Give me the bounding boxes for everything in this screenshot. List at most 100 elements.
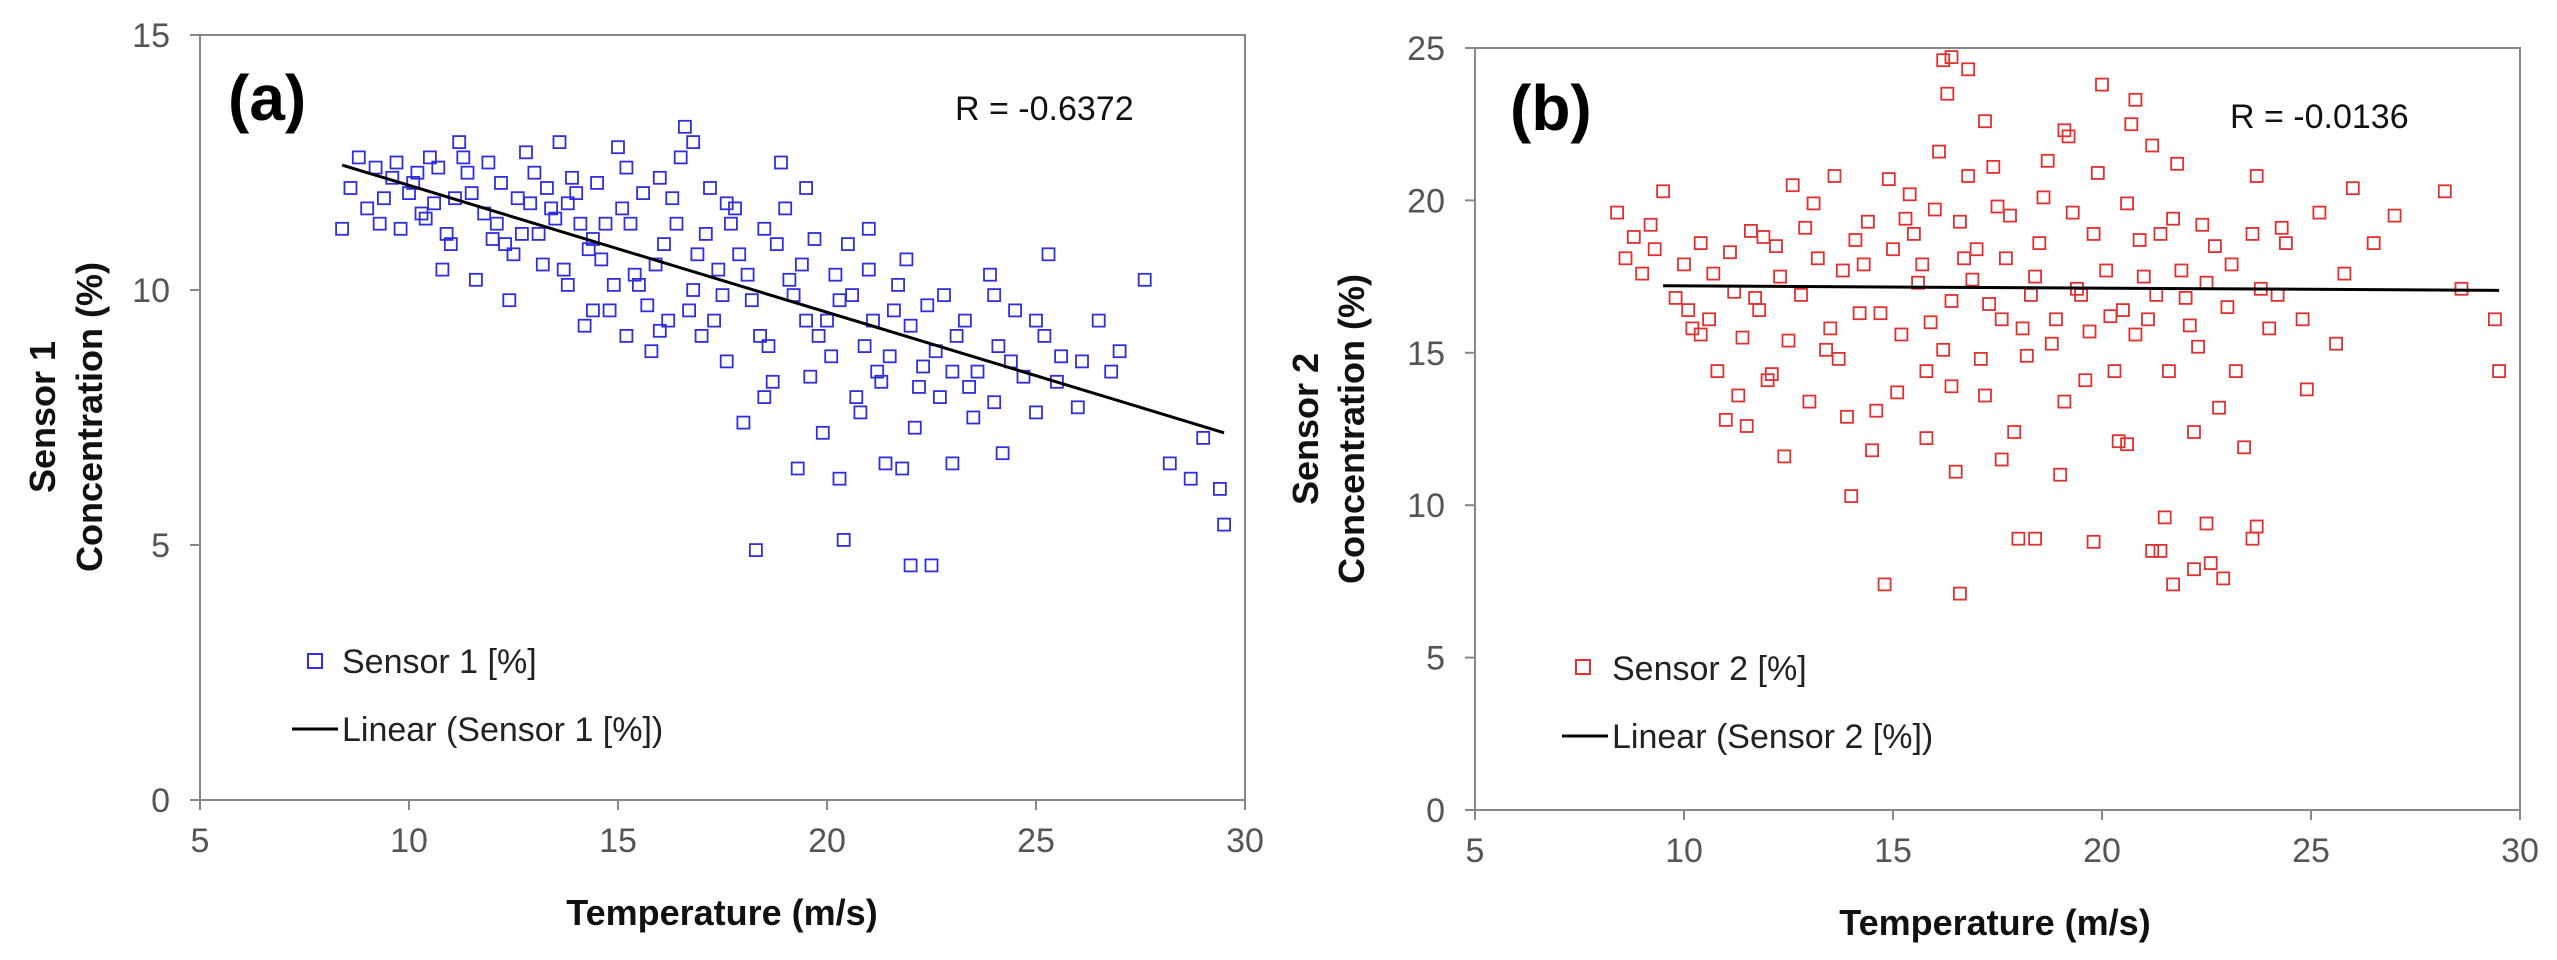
data-point xyxy=(1999,251,2013,266)
data-point xyxy=(481,155,496,170)
data-point xyxy=(2312,205,2327,220)
x-tick-label: 30 xyxy=(1226,822,1264,860)
data-point xyxy=(431,160,446,175)
data-point xyxy=(1781,333,1796,348)
data-point xyxy=(573,216,588,231)
data-point xyxy=(489,216,504,231)
data-point xyxy=(2299,382,2314,397)
data-point xyxy=(707,313,721,328)
data-point xyxy=(2019,348,2034,363)
data-point xyxy=(1739,419,1754,433)
data-point xyxy=(841,237,855,252)
y-axis-title-a-line1: Sensor 1 xyxy=(22,341,63,493)
data-point xyxy=(795,257,809,272)
data-point xyxy=(1643,217,1658,232)
data-point xyxy=(933,390,947,405)
x-tick-label: 10 xyxy=(1665,832,1703,870)
data-point xyxy=(456,150,471,165)
data-point xyxy=(2107,364,2122,379)
data-point xyxy=(1835,263,1850,278)
data-point xyxy=(1137,272,1152,287)
legend-trend-b: Linear (Sensor 2 [%]) xyxy=(1612,718,1933,756)
x-tick-label: 25 xyxy=(2292,832,2330,870)
data-point xyxy=(1823,321,1838,336)
data-point xyxy=(523,196,538,211)
data-point xyxy=(769,237,784,252)
x-axis-title-b: Temperature (m/s) xyxy=(1839,902,2150,943)
y-tick-label: 25 xyxy=(1407,30,1445,68)
data-point xyxy=(774,155,788,170)
data-point xyxy=(912,379,926,394)
r-value-b: R = -0.0136 xyxy=(2230,98,2409,136)
scatter-series-sensor1 xyxy=(335,119,1231,573)
data-point xyxy=(1894,327,1909,342)
x-tick-label: 10 xyxy=(390,822,428,860)
data-point xyxy=(351,150,366,165)
data-point xyxy=(565,170,579,185)
data-point xyxy=(753,328,767,343)
data-point xyxy=(515,226,529,241)
data-point xyxy=(891,277,905,292)
data-point xyxy=(2203,556,2218,570)
data-point xyxy=(2274,220,2289,235)
data-point xyxy=(887,303,901,318)
data-point xyxy=(657,237,671,252)
data-point xyxy=(665,191,680,206)
data-point xyxy=(1856,257,1871,272)
data-point xyxy=(1973,351,1988,366)
data-point xyxy=(1919,364,1934,379)
data-point xyxy=(2032,236,2047,251)
data-point xyxy=(828,267,843,282)
legend-series-b: Sensor 2 [%] xyxy=(1612,650,1807,688)
data-point xyxy=(2120,196,2135,211)
data-point xyxy=(1104,364,1119,379)
data-point xyxy=(1802,394,1817,409)
data-point xyxy=(2220,300,2235,315)
data-point xyxy=(2115,303,2130,318)
data-point xyxy=(389,155,404,170)
data-point xyxy=(598,216,613,231)
data-point xyxy=(715,288,730,303)
data-point xyxy=(552,135,567,150)
data-point xyxy=(2199,275,2214,290)
data-point xyxy=(778,201,793,216)
data-point xyxy=(761,339,776,354)
data-point xyxy=(815,425,830,440)
data-point xyxy=(2216,571,2231,586)
data-point xyxy=(661,313,676,328)
x-tick-label: 20 xyxy=(2083,832,2121,870)
data-point xyxy=(2141,312,2155,327)
data-point xyxy=(2111,434,2126,449)
data-point xyxy=(1041,247,1056,262)
data-point xyxy=(2178,290,2193,305)
data-point xyxy=(1677,257,1691,272)
x-ticks-b: 5 10 15 20 25 30 xyxy=(1466,810,2539,870)
data-point xyxy=(577,318,592,333)
data-point xyxy=(1848,233,1863,247)
data-point xyxy=(1994,452,2009,467)
data-point xyxy=(1070,400,1085,415)
data-point xyxy=(531,226,546,241)
data-point xyxy=(903,318,918,333)
data-point xyxy=(1718,412,1733,427)
data-point xyxy=(494,175,508,190)
data-point xyxy=(987,288,1002,303)
data-point xyxy=(1162,456,1177,471)
data-point xyxy=(1861,214,1875,229)
legend-series-a: Sensor 1 [%] xyxy=(342,643,537,681)
data-point xyxy=(2245,226,2260,241)
data-point xyxy=(2199,516,2214,531)
data-point xyxy=(2057,394,2072,409)
data-point xyxy=(1810,251,1825,266)
data-point xyxy=(468,272,483,287)
data-point xyxy=(1618,251,1633,266)
y-axis-title-b-line2: Concentration (%) xyxy=(1331,274,1372,584)
x-tick-label: 5 xyxy=(1466,832,1485,870)
data-point xyxy=(799,181,813,195)
data-point xyxy=(1881,172,1896,187)
trendline-b xyxy=(1663,284,2500,292)
data-point xyxy=(1008,303,1022,318)
data-point xyxy=(861,262,876,277)
data-point xyxy=(983,267,997,282)
